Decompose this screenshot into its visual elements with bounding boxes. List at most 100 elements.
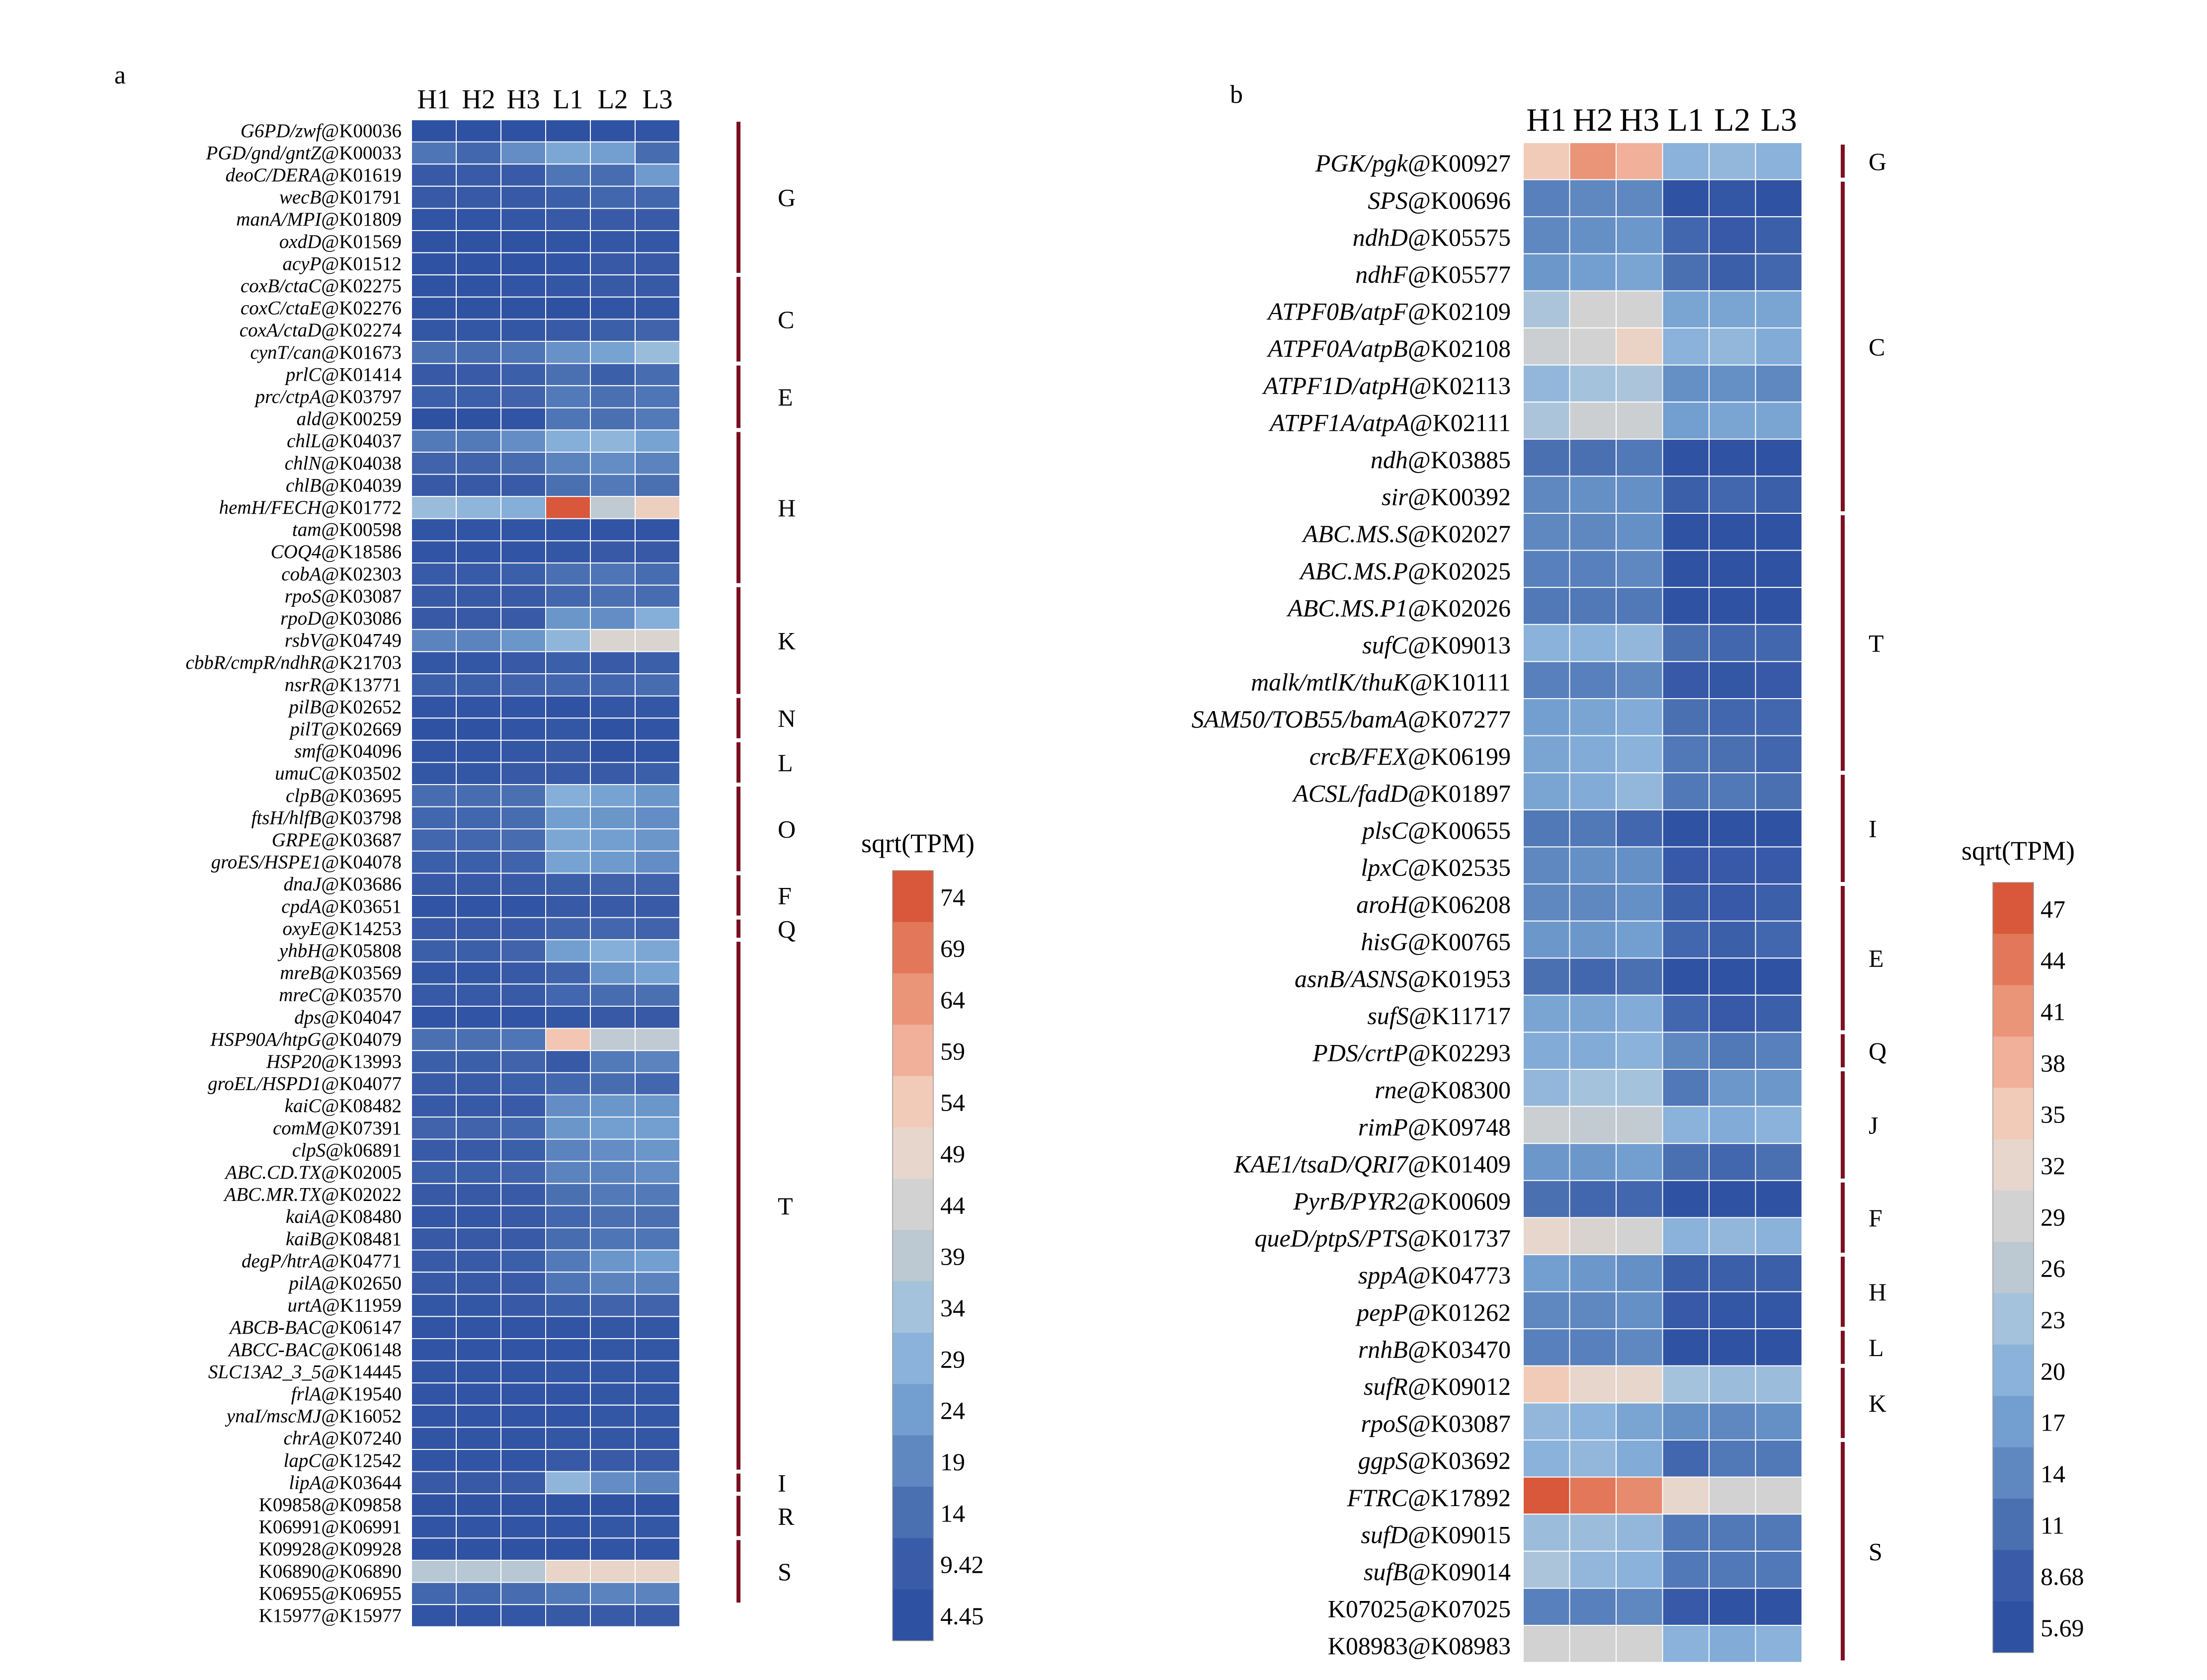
heatmap-cell <box>1569 1143 1617 1181</box>
row-ko: @K04096 <box>321 741 402 762</box>
heatmap-cell <box>545 629 591 652</box>
row-gene: malk/mtlK/thuK <box>1251 668 1411 696</box>
row-gene: plsC <box>1361 816 1408 844</box>
heatmap-cell <box>411 828 457 852</box>
heatmap-cell <box>456 1338 501 1361</box>
heatmap-cell <box>456 1604 501 1627</box>
heatmap-cell <box>456 252 501 276</box>
row-gene: sufD <box>1361 1520 1407 1548</box>
row-gene: degP/htrA <box>242 1250 321 1272</box>
heatmap-cell <box>635 1205 680 1228</box>
heatmap-cell <box>1662 550 1710 588</box>
heatmap-cell <box>545 1404 591 1428</box>
row-gene: G6PD/zwf <box>241 120 324 142</box>
group-bar <box>1841 1257 1845 1327</box>
heatmap-cell <box>1709 1291 1756 1330</box>
legend-swatch <box>1993 1037 2034 1088</box>
heatmap-cell <box>635 1006 680 1029</box>
row-gene: ATPF1A/atpA <box>1268 408 1410 436</box>
legend-swatch <box>893 1333 933 1384</box>
heatmap-cell <box>590 917 636 941</box>
group-bar <box>736 365 740 428</box>
heatmap-cell <box>456 1028 501 1051</box>
legend-title: sqrt(TPM) <box>1962 836 2075 866</box>
heatmap-cell <box>456 540 501 564</box>
heatmap-cell <box>590 185 636 209</box>
row-ko: @K07391 <box>321 1118 402 1139</box>
heatmap-cell <box>456 1427 501 1450</box>
heatmap-cell <box>1755 253 1802 292</box>
heatmap-cell <box>500 1293 546 1317</box>
heatmap-cell <box>545 1493 591 1517</box>
group-bar <box>1841 775 1845 882</box>
heatmap-cell <box>635 1072 680 1096</box>
heatmap-cell <box>411 1471 457 1495</box>
heatmap-cell <box>411 1006 457 1029</box>
heatmap-cell <box>456 496 501 519</box>
row-label: ggpS@K03692 <box>1358 1446 1511 1474</box>
row-ko: @K01414 <box>321 364 402 385</box>
heatmap-cell <box>411 518 457 542</box>
row-gene: rpoS <box>1361 1410 1407 1438</box>
legend-tick: 38 <box>2041 1049 2065 1077</box>
row-ko: @K09015 <box>1408 1520 1511 1548</box>
row-ko: @K07240 <box>321 1428 402 1449</box>
row-gene: cobA <box>281 563 321 585</box>
row-ko: @K00036 <box>321 120 402 142</box>
heatmap-cell <box>456 607 501 630</box>
row-ko: @K03797 <box>321 386 402 407</box>
heatmap-cell <box>1616 216 1663 254</box>
row-gene: smf <box>294 741 324 762</box>
row-ko: @K03644 <box>321 1472 402 1493</box>
group-bar <box>736 1540 740 1603</box>
row-label: sppA@K04773 <box>1358 1261 1511 1289</box>
heatmap-cell <box>1523 1180 1570 1218</box>
heatmap-cell <box>635 1537 680 1561</box>
heatmap-cell <box>590 762 636 786</box>
row-label: chrA@K07240 <box>284 1428 402 1449</box>
row-ko: @K04038 <box>321 453 402 474</box>
heatmap-cell <box>1662 1588 1710 1626</box>
row-ko: @K01791 <box>321 187 402 208</box>
heatmap-cell <box>590 939 636 962</box>
heatmap-cell <box>545 540 591 564</box>
row-gene: groES/HSPE1 <box>211 852 322 873</box>
row-label: ynaI/mscMJ@K16052 <box>225 1406 402 1427</box>
row-gene: yhbH <box>277 940 322 961</box>
row-label: umuC@K03502 <box>275 763 402 784</box>
group-bar <box>736 1473 740 1492</box>
heatmap-cell <box>456 850 501 874</box>
heatmap-cell <box>1755 1402 1802 1440</box>
heatmap-cell <box>500 163 546 187</box>
heatmap-cell <box>411 1515 457 1539</box>
heatmap-cell <box>590 1404 636 1428</box>
row-label: cbbR/cmpR/ndhR@K21703 <box>185 652 402 673</box>
row-label: ndh@K03885 <box>1371 446 1511 474</box>
row-label: tam@K00598 <box>292 519 402 541</box>
heatmap-cell <box>1662 216 1710 254</box>
row-ko: @K00696 <box>1408 186 1511 214</box>
heatmap-cell <box>635 1382 680 1406</box>
legend-tick: 44 <box>940 1191 965 1219</box>
row-ko: @K14445 <box>321 1361 402 1382</box>
heatmap-cell <box>500 1272 546 1295</box>
row-label: K07025@K07025 <box>1328 1595 1511 1623</box>
row-label: K06955@K06955 <box>259 1583 402 1604</box>
heatmap-cell <box>590 1515 636 1539</box>
heatmap-cell <box>411 917 457 941</box>
group-label: I <box>1869 815 1877 843</box>
heatmap-cell <box>635 1338 680 1361</box>
heatmap-cell <box>590 1427 636 1450</box>
row-gene: lapC <box>284 1450 322 1471</box>
row-gene: cpdA <box>281 896 321 917</box>
heatmap-cell <box>545 961 591 985</box>
heatmap-cell <box>590 1138 636 1162</box>
heatmap-cell <box>1709 179 1756 218</box>
heatmap-cell <box>411 1293 457 1317</box>
heatmap-cell <box>1662 698 1710 736</box>
heatmap-cell <box>590 1471 636 1495</box>
heatmap-cell <box>1755 1143 1802 1181</box>
heatmap-cell <box>1569 809 1617 848</box>
heatmap-cell <box>590 1360 636 1384</box>
row-ko: @K06890 <box>321 1561 402 1582</box>
